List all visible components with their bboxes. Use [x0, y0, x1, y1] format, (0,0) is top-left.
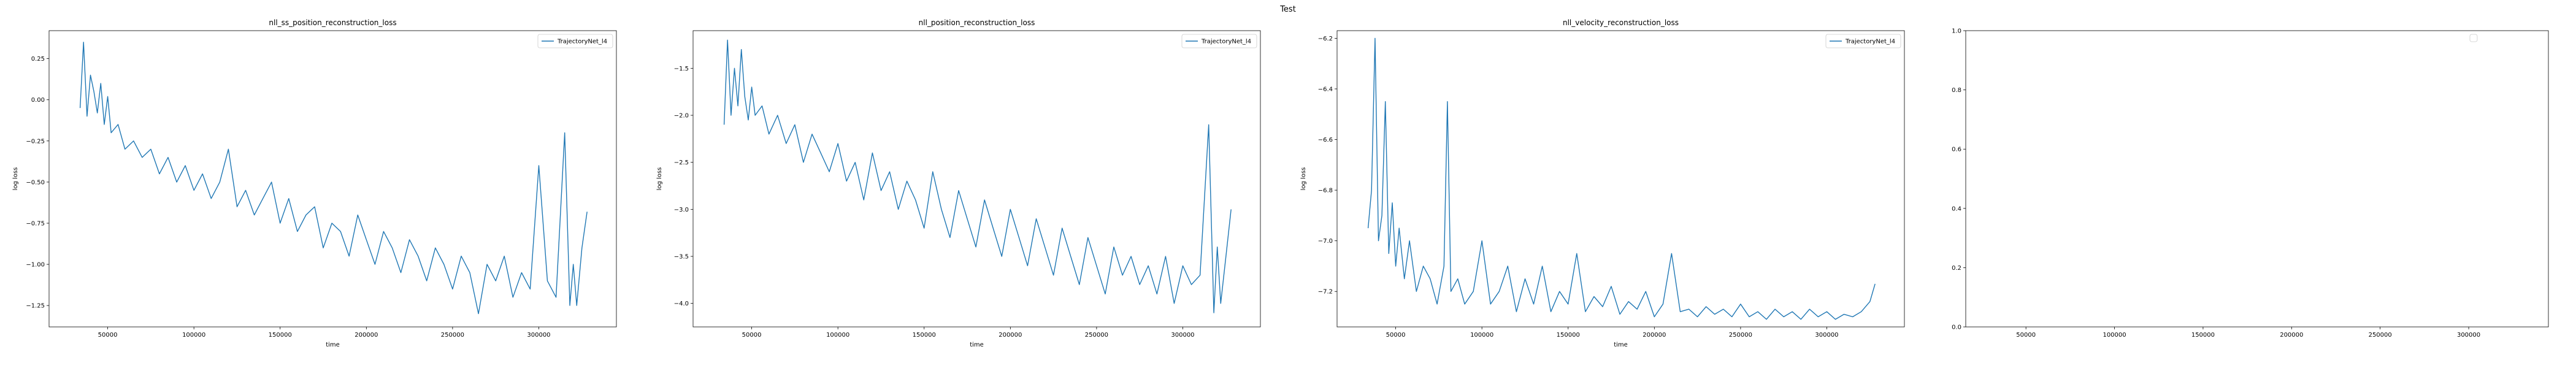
y-tick-label: −1.5: [674, 66, 689, 72]
x-tick-label: 100000: [1470, 332, 1493, 339]
chart-title: nll_ss_position_reconstruction_loss: [269, 18, 396, 27]
y-tick-label: 0.6: [1952, 147, 1961, 153]
x-tick-label: 300000: [2457, 332, 2480, 339]
y-tick-label: −6.6: [1318, 137, 1333, 144]
x-tick-label: 300000: [1171, 332, 1194, 339]
x-tick-label: 250000: [1085, 332, 1108, 339]
x-tick-label: 100000: [2103, 332, 2126, 339]
y-tick-label: −0.50: [26, 179, 45, 186]
y-tick-label: −6.8: [1318, 188, 1333, 194]
y-tick-label: −6.4: [1318, 86, 1333, 93]
chart-panel-2: nll_position_reconstruction_loss 50000 100…: [656, 18, 1261, 348]
y-tick-label: −7.2: [1318, 289, 1333, 296]
series-line: [79, 42, 588, 315]
chart-panel-4: 50000 100000 150000 200000 250000 300000 0.0 0.…: [1952, 28, 2549, 339]
y-tick-label: −0.25: [26, 138, 45, 145]
x-tick-label: 250000: [2369, 332, 2392, 339]
legend-label: TrajectoryNet_l4: [557, 39, 607, 45]
y-tick-label: −1.25: [26, 303, 45, 310]
series-line: [723, 39, 1232, 313]
x-tick-label: 100000: [826, 332, 849, 339]
legend-label: TrajectoryNet_l4: [1201, 39, 1251, 45]
x-tick-label: 150000: [1557, 332, 1580, 339]
x-axis-label: time: [326, 342, 340, 348]
series-line: [1367, 37, 1876, 320]
chart-panel-3: nll_velocity_reconstruction_loss 50000 100…: [1300, 18, 1905, 348]
y-tick-label: −4.0: [674, 301, 689, 307]
x-tick-label: 50000: [742, 332, 762, 339]
plot-frame: [1965, 30, 2549, 328]
y-axis-label: log loss: [12, 167, 19, 191]
y-tick-label: 0.4: [1952, 205, 1961, 212]
x-tick-label: 150000: [269, 332, 292, 339]
legend-box: [537, 34, 613, 48]
x-tick-label: 300000: [1815, 332, 1838, 339]
plot-frame: [1336, 30, 1905, 328]
legend-box: [1825, 34, 1901, 48]
plot-frame: [692, 30, 1261, 328]
y-tick-label: 1.0: [1952, 28, 1961, 35]
y-tick-label: 0.0: [1952, 324, 1961, 331]
y-tick-label: 0.25: [31, 56, 45, 63]
legend: TrajectoryNet_l4: [1181, 34, 1257, 48]
x-tick-label: 250000: [1729, 332, 1752, 339]
x-tick-label: 200000: [355, 332, 378, 339]
y-tick-label: −7.0: [1318, 238, 1333, 245]
figure-title: Test: [1280, 5, 1296, 14]
y-tick-label: −3.5: [674, 254, 689, 261]
x-tick-label: 150000: [2191, 332, 2215, 339]
y-tick-label: 0.2: [1952, 265, 1961, 272]
legend: TrajectoryNet_l4: [537, 34, 613, 48]
x-tick-label: 200000: [999, 332, 1022, 339]
chart-title: nll_position_reconstruction_loss: [919, 18, 1035, 27]
plot-frame: [48, 30, 617, 328]
y-tick-label: −2.5: [674, 159, 689, 166]
x-tick-label: 50000: [1386, 332, 1406, 339]
y-tick-label: 0.8: [1952, 87, 1961, 94]
x-tick-label: 50000: [98, 332, 118, 339]
legend: TrajectoryNet_l4: [1825, 34, 1901, 48]
x-tick-label: 200000: [2280, 332, 2303, 339]
y-axis-label: log loss: [1300, 167, 1307, 191]
x-tick-label: 250000: [441, 332, 464, 339]
y-tick-label: 0.00: [31, 97, 45, 104]
chart-title: nll_velocity_reconstruction_loss: [1563, 18, 1679, 27]
y-axis-label: log loss: [656, 167, 663, 191]
y-tick-label: −2.0: [674, 113, 689, 120]
chart-panel-1: nll_ss_position_reconstruction_loss 50000…: [12, 18, 617, 348]
x-tick-label: 300000: [527, 332, 550, 339]
legend-box: [2469, 34, 2478, 42]
legend: [2469, 34, 2478, 42]
legend-box: [1181, 34, 1257, 48]
x-axis-label: time: [1614, 342, 1628, 348]
y-tick-label: −3.0: [674, 207, 689, 213]
x-axis-label: time: [970, 342, 984, 348]
y-tick-label: −1.00: [26, 262, 45, 269]
x-tick-label: 150000: [913, 332, 936, 339]
y-tick-label: −6.2: [1318, 36, 1333, 42]
x-tick-label: 100000: [182, 332, 205, 339]
y-tick-label: −0.75: [26, 220, 45, 227]
x-tick-label: 50000: [2016, 332, 2036, 339]
legend-label: TrajectoryNet_l4: [1845, 39, 1895, 45]
x-tick-label: 200000: [1643, 332, 1666, 339]
